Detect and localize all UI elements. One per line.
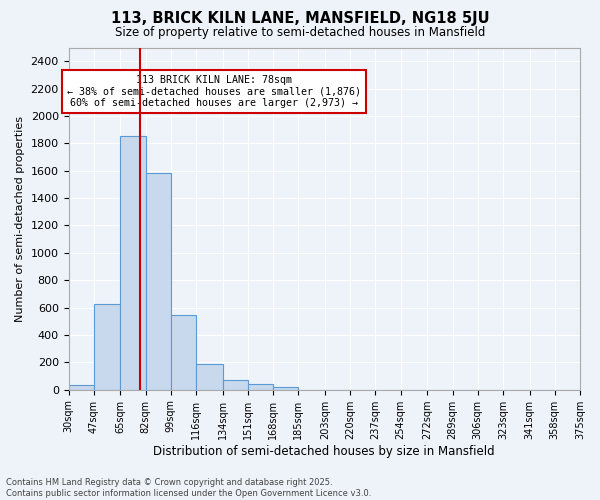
- Bar: [223, 380, 248, 390]
- Text: Contains HM Land Registry data © Crown copyright and database right 2025.
Contai: Contains HM Land Registry data © Crown c…: [6, 478, 371, 498]
- Bar: [248, 384, 273, 390]
- Bar: [94, 304, 121, 390]
- Bar: [273, 387, 298, 390]
- Bar: [171, 315, 196, 390]
- Bar: [68, 385, 94, 390]
- Text: 113 BRICK KILN LANE: 78sqm
← 38% of semi-detached houses are smaller (1,876)
60%: 113 BRICK KILN LANE: 78sqm ← 38% of semi…: [67, 75, 361, 108]
- X-axis label: Distribution of semi-detached houses by size in Mansfield: Distribution of semi-detached houses by …: [154, 444, 495, 458]
- Text: Size of property relative to semi-detached houses in Mansfield: Size of property relative to semi-detach…: [115, 26, 485, 39]
- Text: 113, BRICK KILN LANE, MANSFIELD, NG18 5JU: 113, BRICK KILN LANE, MANSFIELD, NG18 5J…: [110, 11, 490, 26]
- Bar: [121, 136, 146, 390]
- Bar: [146, 174, 171, 390]
- Bar: [196, 364, 223, 390]
- Y-axis label: Number of semi-detached properties: Number of semi-detached properties: [15, 116, 25, 322]
